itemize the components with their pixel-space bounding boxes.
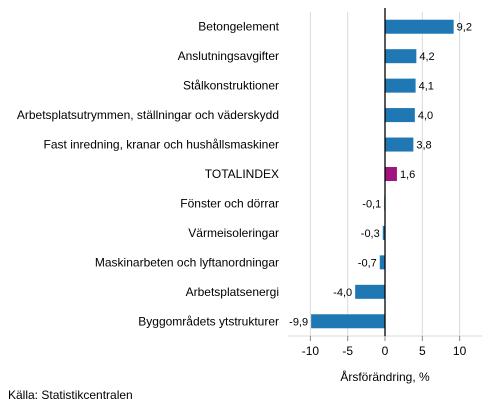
bar-8 [379,255,385,270]
category-label-5: TOTALINDEX [205,167,279,181]
category-label-9: Arbetsplatsenergi [186,285,279,299]
value-label-6: -0,1 [362,198,381,210]
bar-3 [385,108,415,123]
x-tick-label-4: 10 [453,344,467,358]
value-label-4: 3,8 [416,140,431,152]
value-label-7: -0,3 [361,228,380,240]
x-tick-label-1: -5 [342,344,353,358]
bar-4 [385,137,414,152]
bar-9 [355,284,385,299]
category-label-4: Fast inredning, kranar och hushållsmaski… [44,138,279,152]
bar-7 [382,225,385,240]
value-label-2: 4,1 [419,81,434,93]
category-label-10: Byggområdets ytstrukturer [138,314,279,328]
value-label-1: 4,2 [419,51,434,63]
category-label-7: Värmeisoleringar [188,226,279,240]
category-label-0: Betongelement [198,20,279,34]
bar-10 [311,314,385,329]
x-tick-label-3: 5 [419,344,426,358]
bar-5 [385,167,397,181]
x-axis-title: Årsförändring, % [340,369,430,384]
source-note: Källa: Statistikcentralen [8,388,133,402]
value-label-10: -9,9 [289,316,308,328]
value-label-8: -0,7 [358,257,377,269]
bar-0 [385,19,454,34]
value-label-9: -4,0 [333,287,352,299]
category-label-6: Fönster och dörrar [180,196,279,210]
bar-1 [385,49,417,64]
category-label-2: Stålkonstruktioner [183,79,279,93]
x-tick-label-2: 0 [382,344,389,358]
value-label-3: 4,0 [418,110,433,122]
x-tick-label-0: -10 [302,344,320,358]
value-label-0: 9,2 [457,22,472,34]
bar-2 [385,78,416,93]
category-label-1: Anslutningsavgifter [178,49,279,63]
category-label-8: Maskinarbeten och lyftanordningar [95,255,279,269]
value-label-5: 1,6 [400,169,415,181]
category-label-3: Arbetsplatsutrymmen, ställningar och väd… [17,108,279,122]
